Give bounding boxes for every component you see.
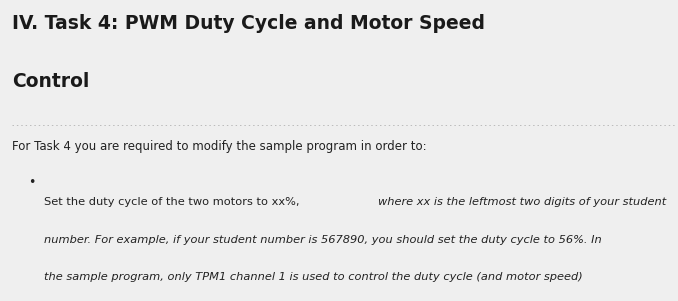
Text: number. For example, if your student number is 567890, you should set the duty c: number. For example, if your student num… [44, 235, 602, 245]
Text: IV. Task 4: PWM Duty Cycle and Motor Speed: IV. Task 4: PWM Duty Cycle and Motor Spe… [12, 14, 485, 33]
Text: •: • [28, 176, 36, 189]
Text: the sample program, only TPM1 channel 1 is used to control the duty cycle (and m: the sample program, only TPM1 channel 1 … [44, 272, 583, 282]
Text: Set the duty cycle of the two motors to xx%,: Set the duty cycle of the two motors to … [44, 197, 303, 207]
Text: where xx is the leftmost two digits of your student: where xx is the leftmost two digits of y… [378, 197, 666, 207]
Text: For Task 4 you are required to modify the sample program in order to:: For Task 4 you are required to modify th… [12, 140, 427, 153]
Text: Control: Control [12, 72, 89, 91]
